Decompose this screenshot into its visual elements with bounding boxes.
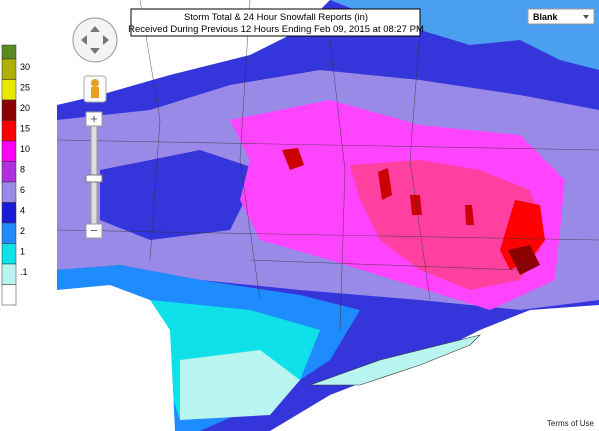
boundaries (56, 0, 599, 331)
legend-label: .1 (20, 267, 28, 277)
legend-swatch (1, 140, 17, 162)
snow-red-blob (465, 205, 474, 225)
legend-swatch (1, 263, 17, 285)
legend-swatch (1, 222, 17, 244)
legend: 30 25 20 15 10 8 6 4 2 1 .1 (0, 44, 57, 306)
legend-swatch (1, 44, 17, 60)
title-line: Received During Previous 12 Hours Ending… (128, 24, 424, 35)
map[interactable]: + − (56, 0, 599, 431)
terms-link[interactable]: Terms of Use (547, 419, 595, 428)
legend-swatch (1, 181, 17, 203)
svg-text:−: − (90, 223, 98, 238)
layer-select[interactable]: Blank (527, 8, 595, 25)
select-box[interactable] (527, 8, 595, 25)
ocean (270, 305, 599, 431)
snow-pink-region (350, 160, 545, 290)
legend-swatch (1, 99, 17, 121)
title-box: Storm Total & 24 Hour Snowfall Reports (… (128, 8, 424, 37)
legend-label: 2 (20, 226, 25, 236)
snow-darkred-blob (508, 245, 540, 275)
select-arrow (583, 15, 589, 19)
legend-label: 10 (20, 144, 30, 154)
legend-label: 8 (20, 165, 25, 175)
long-island (309, 334, 481, 386)
title-line: Storm Total & 24 Hour Snowfall Reports (… (184, 12, 368, 23)
snow-blue-patch (100, 150, 260, 240)
logo: Google (62, 415, 100, 427)
select-label: Blank (533, 12, 559, 22)
legend-swatch (1, 243, 17, 265)
title-frame (130, 8, 421, 37)
snow-pale-region (180, 350, 300, 420)
snow-red-blob (410, 195, 422, 215)
land-no-data (57, 285, 175, 431)
legend-label: 6 (20, 185, 25, 195)
zoom-control[interactable]: + − (85, 111, 103, 239)
legend-label: 30 (20, 62, 30, 72)
legend-label: 15 (20, 124, 30, 134)
legend-swatch (1, 284, 17, 306)
snow-red-blob (378, 168, 392, 200)
legend-label: 1 (20, 247, 25, 257)
pegman[interactable] (83, 75, 107, 103)
legend-swatch (1, 161, 17, 183)
legend-swatch (1, 120, 17, 142)
legend-swatch (1, 79, 17, 101)
legend-label: 25 (20, 83, 30, 93)
legend-swatch (1, 202, 17, 224)
svg-text:+: + (90, 111, 98, 126)
snow-red-blob (282, 148, 304, 170)
pan-control[interactable] (72, 17, 118, 63)
legend-label: 20 (20, 103, 30, 113)
legend-label: 4 (20, 206, 25, 216)
legend-swatch (1, 58, 17, 80)
